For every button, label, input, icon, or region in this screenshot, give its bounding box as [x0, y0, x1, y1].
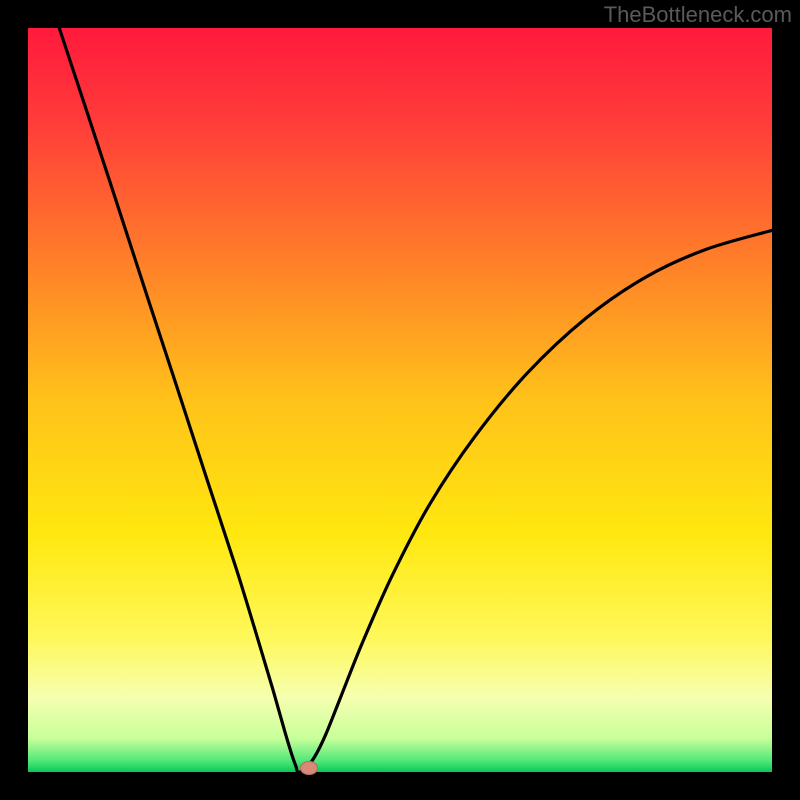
bottleneck-curve [28, 28, 772, 772]
chart-frame: TheBottleneck.com [0, 0, 800, 800]
curve-path [59, 28, 772, 772]
plot-area [28, 28, 772, 772]
watermark-text: TheBottleneck.com [604, 2, 792, 28]
optimum-marker [300, 761, 318, 775]
